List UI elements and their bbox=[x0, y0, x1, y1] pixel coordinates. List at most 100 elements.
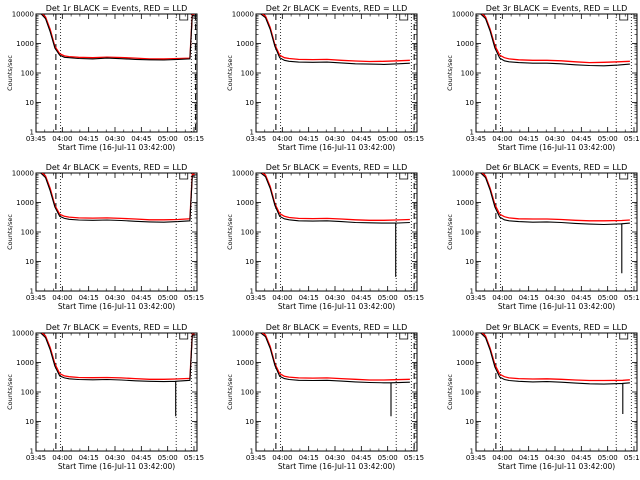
y-tick-label: 1 bbox=[30, 448, 34, 456]
y-axis: 1 10 100 1000 10000 bbox=[232, 170, 417, 296]
x-tick-label: 05:00 bbox=[598, 294, 618, 302]
x-tick-label: 04:30 bbox=[545, 454, 565, 462]
subplot-det-9r: Det 9r BLACK = Events, RED = LLD 1 10 100 10… bbox=[446, 323, 640, 471]
x-tick-label: 03:45 bbox=[246, 135, 266, 143]
x-tick-label: 05:15 bbox=[624, 454, 640, 462]
y-tick-label: 1 bbox=[30, 288, 34, 296]
lld-series-line bbox=[481, 14, 630, 64]
lld-series-line bbox=[261, 333, 410, 381]
y-tick-label: 10000 bbox=[452, 11, 474, 19]
x-axis-label: Start Time (16-Jul-11 03:42:00) bbox=[498, 302, 615, 311]
subplot-det-7r: Det 7r BLACK = Events, RED = LLD 1 10 100 10… bbox=[6, 323, 204, 471]
x-axis: 03:45 04:00 04:15 04:30 04:45 05:00 05:15 bbox=[246, 173, 424, 302]
series-group bbox=[259, 333, 410, 417]
y-tick-label: 1 bbox=[470, 288, 474, 296]
x-tick-label: 04:45 bbox=[571, 454, 591, 462]
time-markers bbox=[55, 333, 192, 451]
time-markers bbox=[495, 173, 632, 291]
y-axis-label: Counts/sec bbox=[226, 214, 234, 250]
plot-frame bbox=[255, 172, 418, 292]
events-series-line bbox=[40, 14, 195, 61]
x-tick-label: 05:00 bbox=[598, 135, 618, 143]
chart-title: Det 9r BLACK = Events, RED = LLD bbox=[486, 323, 628, 332]
plot-frame bbox=[475, 332, 638, 452]
plot-frame bbox=[475, 172, 638, 292]
y-tick-label: 1 bbox=[250, 448, 254, 456]
x-tick-label: 04:15 bbox=[299, 135, 319, 143]
y-tick-label: 1000 bbox=[16, 199, 34, 207]
x-tick-label: 04:15 bbox=[519, 135, 539, 143]
y-tick-label: 100 bbox=[21, 389, 34, 397]
x-tick-label: 04:30 bbox=[325, 294, 345, 302]
x-tick-label: 04:30 bbox=[545, 135, 565, 143]
subplot-det-8r: Det 8r BLACK = Events, RED = LLD 1 10 100 10… bbox=[226, 323, 424, 471]
y-axis-label: Counts/sec bbox=[6, 55, 14, 91]
x-tick-label: 05:00 bbox=[378, 135, 398, 143]
x-tick-label: 05:00 bbox=[158, 135, 178, 143]
events-series-line bbox=[39, 173, 195, 223]
x-tick-label: 04:15 bbox=[299, 294, 319, 302]
y-tick-label: 10 bbox=[25, 99, 34, 107]
subplot-det-2r: Det 2r BLACK = Events, RED = LLD 1 10 100 10… bbox=[226, 4, 424, 152]
x-tick-label: 04:00 bbox=[492, 294, 512, 302]
y-tick-label: 10000 bbox=[12, 170, 34, 178]
x-axis-label: Start Time (16-Jul-11 03:42:00) bbox=[58, 302, 175, 311]
y-tick-label: 1 bbox=[470, 448, 474, 456]
y-axis: 1 10 100 1000 10000 bbox=[12, 170, 197, 296]
saa-marker bbox=[399, 14, 409, 21]
events-series-line bbox=[259, 173, 410, 277]
x-axis-label: Start Time (16-Jul-11 03:42:00) bbox=[278, 462, 395, 471]
events-series-line bbox=[39, 333, 195, 417]
x-tick-label: 04:00 bbox=[272, 454, 292, 462]
plot-frame bbox=[35, 332, 198, 452]
series-group bbox=[39, 333, 195, 417]
x-tick-label: 04:45 bbox=[351, 135, 371, 143]
y-tick-label: 10000 bbox=[12, 11, 34, 19]
x-tick-label: 05:15 bbox=[624, 294, 640, 302]
x-tick-label: 04:45 bbox=[131, 135, 151, 143]
x-tick-label: 04:15 bbox=[299, 454, 319, 462]
x-tick-label: 04:15 bbox=[79, 294, 99, 302]
x-tick-label: 04:00 bbox=[272, 294, 292, 302]
events-series-line bbox=[479, 173, 630, 274]
y-axis-label: Counts/sec bbox=[6, 214, 14, 250]
x-axis-label: Start Time (16-Jul-11 03:42:00) bbox=[58, 143, 175, 152]
x-tick-label: 05:00 bbox=[598, 454, 618, 462]
x-tick-label: 04:15 bbox=[519, 454, 539, 462]
x-axis: 03:45 04:00 04:15 04:30 04:45 05:00 05:15 bbox=[26, 173, 204, 302]
y-tick-label: 10000 bbox=[232, 170, 254, 178]
x-tick-label: 04:00 bbox=[52, 294, 72, 302]
y-tick-label: 1 bbox=[250, 288, 254, 296]
y-tick-label: 10 bbox=[245, 99, 254, 107]
chart-title: Det 5r BLACK = Events, RED = LLD bbox=[266, 163, 408, 172]
time-markers bbox=[55, 14, 197, 132]
lld-series-line bbox=[41, 14, 195, 60]
x-tick-label: 05:15 bbox=[404, 294, 424, 302]
series-group bbox=[40, 14, 195, 61]
saa-marker bbox=[619, 333, 629, 340]
saa-marker bbox=[619, 173, 629, 180]
lld-series-line bbox=[481, 173, 630, 222]
subplot-det-5r: Det 5r BLACK = Events, RED = LLD 1 10 100 10… bbox=[226, 163, 424, 311]
y-tick-label: 10 bbox=[465, 99, 474, 107]
x-tick-label: 04:30 bbox=[325, 135, 345, 143]
saa-marker bbox=[399, 333, 409, 340]
x-tick-label: 03:45 bbox=[26, 294, 46, 302]
events-series-line bbox=[479, 333, 630, 414]
y-tick-label: 10 bbox=[245, 418, 254, 426]
x-tick-label: 03:45 bbox=[246, 294, 266, 302]
x-axis-label: Start Time (16-Jul-11 03:42:00) bbox=[498, 143, 615, 152]
y-tick-label: 1 bbox=[470, 129, 474, 137]
x-tick-label: 05:00 bbox=[158, 294, 178, 302]
x-tick-label: 05:15 bbox=[404, 454, 424, 462]
y-tick-label: 100 bbox=[21, 229, 34, 237]
series-group bbox=[259, 14, 410, 65]
y-tick-label: 10 bbox=[465, 418, 474, 426]
x-tick-label: 04:15 bbox=[79, 454, 99, 462]
x-tick-label: 04:15 bbox=[79, 135, 99, 143]
y-tick-label: 1000 bbox=[456, 199, 474, 207]
y-tick-label: 1000 bbox=[16, 359, 34, 367]
y-tick-label: 1000 bbox=[236, 359, 254, 367]
x-tick-label: 03:45 bbox=[26, 135, 46, 143]
plot-frame bbox=[35, 172, 198, 292]
